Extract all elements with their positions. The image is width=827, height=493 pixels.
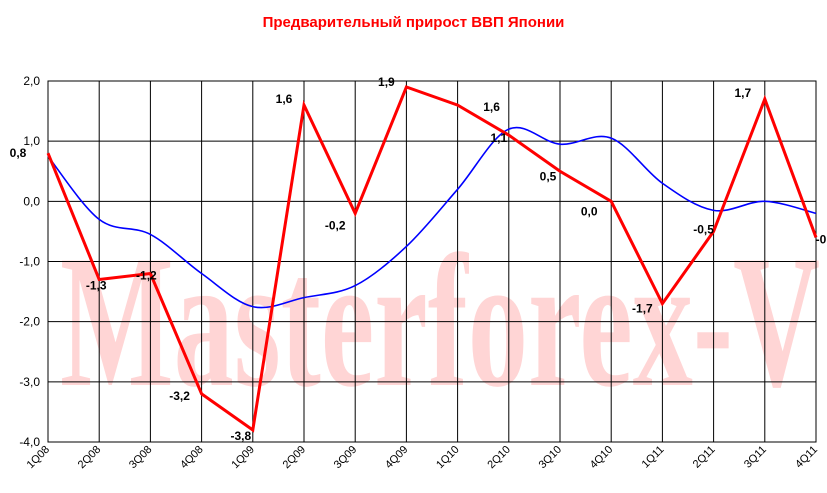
- x-tick-label: 3Q11: [742, 444, 769, 471]
- x-tick-label: 3Q10: [537, 444, 565, 472]
- x-tick-label: 4Q08: [178, 444, 206, 472]
- x-tick-label: 2Q10: [485, 444, 513, 472]
- x-tick-label: 1Q09: [229, 444, 257, 472]
- data-label: 1,7: [734, 86, 751, 100]
- x-tick-label: 4Q09: [383, 444, 411, 472]
- data-label: -1,2: [136, 269, 157, 283]
- x-tick-label: 3Q09: [332, 444, 360, 472]
- plot-frame: [47, 80, 817, 443]
- x-tick-label: 2Q09: [281, 444, 309, 472]
- data-label: 0,5: [540, 169, 557, 183]
- y-tick-label: -3,0: [19, 375, 40, 389]
- y-tick-label: -2,0: [19, 315, 40, 329]
- data-labels: 0,8 -1,3 -1,2 -3,2 -3,8 1,6 -0,2 1,9 1,6 1,1 0,5 0,…: [10, 75, 827, 443]
- y-tick-label: -1,0: [19, 255, 40, 269]
- data-label: 1,9: [378, 75, 395, 89]
- data-label: 0,0: [581, 204, 598, 218]
- data-label: -0,2: [325, 218, 346, 232]
- gdp-line: [46, 85, 818, 433]
- x-tick-label: 4Q11: [793, 444, 820, 471]
- y-tick-label: 1,0: [23, 134, 40, 148]
- data-label: -0,6: [816, 232, 827, 246]
- chart-title: Предварительный прирост ВВП Японии: [262, 14, 565, 31]
- series: [46, 85, 818, 433]
- data-label: 0,8: [10, 146, 27, 160]
- data-label: -3,8: [230, 429, 251, 443]
- data-label: -1,7: [632, 302, 653, 316]
- data-label: -0,5: [693, 222, 714, 236]
- data-label: 1,6: [483, 100, 500, 114]
- data-label: -3,2: [169, 389, 190, 403]
- y-tick-label: 0,0: [23, 194, 40, 208]
- data-label: 1,6: [276, 92, 293, 106]
- data-label: -1,3: [86, 279, 107, 293]
- x-tick-label: 4Q10: [588, 444, 616, 472]
- y-tick-label: -4,0: [19, 435, 40, 449]
- x-tick-label: 2Q11: [691, 444, 718, 471]
- x-tick-label: 1Q11: [640, 444, 667, 471]
- y-tick-label: 2,0: [23, 74, 40, 88]
- x-tick-label: 3Q08: [127, 444, 155, 472]
- data-label: 1,1: [490, 131, 507, 145]
- x-tick-label: 1Q10: [434, 444, 462, 472]
- trend-line: [47, 126, 817, 309]
- x-tick-label: 2Q08: [76, 444, 104, 472]
